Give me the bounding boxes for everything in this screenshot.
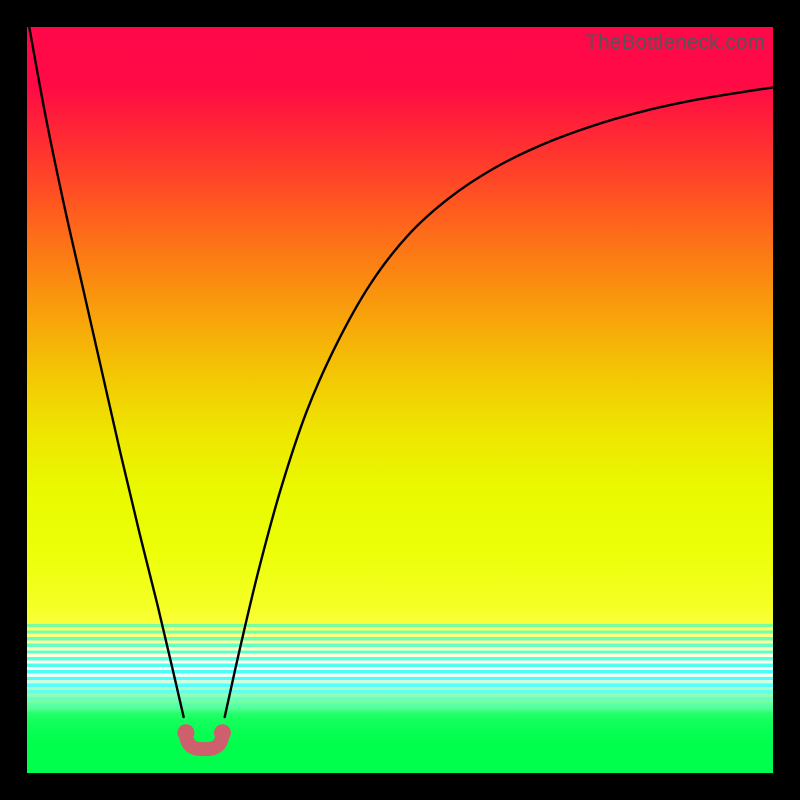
watermark-label: TheBottleneck.com [585, 31, 765, 55]
bottleneck-chart-svg [27, 27, 773, 773]
gradient-background [27, 27, 773, 773]
chart-frame: TheBottleneck.com [0, 0, 800, 800]
dip-marker-end-left [177, 724, 194, 741]
dip-marker-end-right [214, 724, 231, 741]
plot-area: TheBottleneck.com [27, 27, 773, 773]
